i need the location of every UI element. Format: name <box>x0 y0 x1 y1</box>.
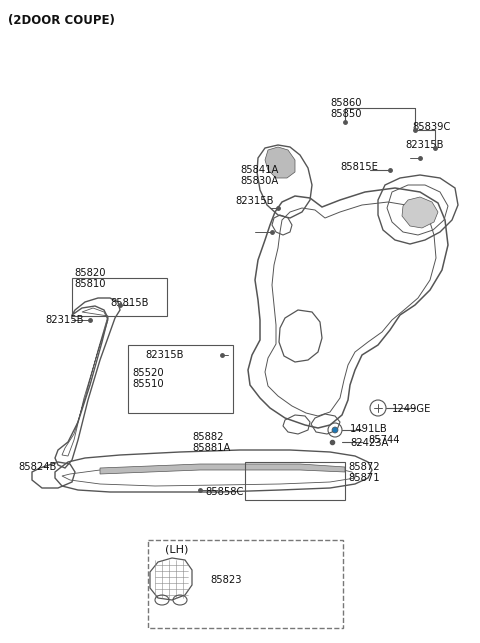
Text: 82315B: 82315B <box>405 140 444 150</box>
Text: 85839C: 85839C <box>412 122 450 132</box>
Text: 85520: 85520 <box>132 368 164 378</box>
Text: 85510: 85510 <box>132 379 164 389</box>
Polygon shape <box>265 147 295 178</box>
Polygon shape <box>100 464 345 474</box>
Text: 85823: 85823 <box>210 575 241 585</box>
Text: 85850: 85850 <box>330 109 361 119</box>
Text: 85815E: 85815E <box>340 162 378 172</box>
Bar <box>128 345 233 413</box>
Text: 85815B: 85815B <box>110 298 148 308</box>
Text: 85858C: 85858C <box>205 487 243 497</box>
Text: 82315B: 82315B <box>235 196 274 206</box>
Text: 1491LB: 1491LB <box>350 424 388 434</box>
Text: 85872: 85872 <box>348 462 380 472</box>
Text: 85824B: 85824B <box>18 462 56 472</box>
Text: (LH): (LH) <box>165 544 188 554</box>
Text: (2DOOR COUPE): (2DOOR COUPE) <box>8 14 115 27</box>
Text: 85830A: 85830A <box>240 176 278 186</box>
Text: 85841A: 85841A <box>240 165 278 175</box>
Text: 82315B: 82315B <box>45 315 84 325</box>
Text: 85860: 85860 <box>330 98 361 108</box>
Bar <box>245 462 345 500</box>
Polygon shape <box>402 197 438 228</box>
Ellipse shape <box>332 427 338 433</box>
Text: 82315B: 82315B <box>145 350 183 360</box>
Bar <box>72 278 167 316</box>
Text: 85810: 85810 <box>74 279 106 289</box>
Text: 85882: 85882 <box>192 432 224 442</box>
Text: 85881A: 85881A <box>192 443 230 453</box>
Text: 85820: 85820 <box>74 268 106 278</box>
Text: 85871: 85871 <box>348 473 380 483</box>
Text: 85744: 85744 <box>368 435 399 445</box>
Text: 82423A: 82423A <box>350 438 388 448</box>
Text: 1249GE: 1249GE <box>392 404 432 414</box>
